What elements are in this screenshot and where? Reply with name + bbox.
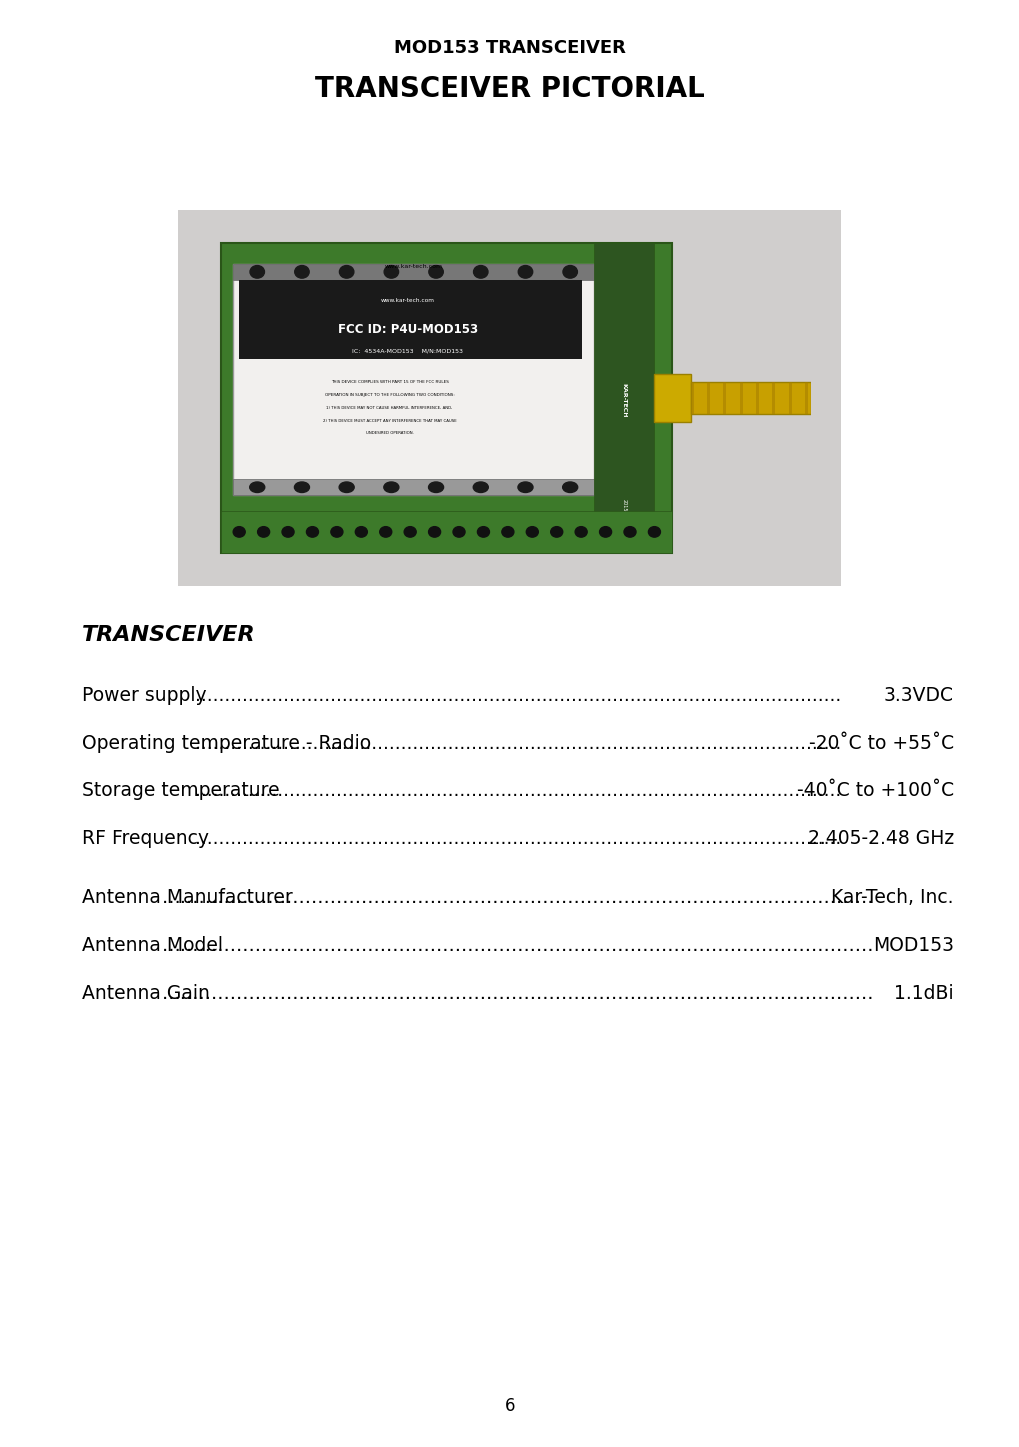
Text: Storage temperature: Storage temperature [82,781,285,800]
Text: IC:  4534A-MOD153    M/N:MOD153: IC: 4534A-MOD153 M/N:MOD153 [352,349,463,353]
Bar [755,382,758,414]
Circle shape [250,266,264,278]
Text: -40˚C to +100˚C: -40˚C to +100˚C [796,781,953,800]
Bar [238,279,582,359]
Text: 1.1dBi: 1.1dBi [894,984,953,1003]
Text: www.kar-tech.com: www.kar-tech.com [380,298,434,304]
Ellipse shape [338,482,354,492]
Text: ................................................................................: ........................................… [195,829,841,848]
Text: MOD153 TRANSCEIVER: MOD153 TRANSCEIVER [393,39,626,56]
Circle shape [562,266,577,278]
Text: 1) THIS DEVICE MAY NOT CAUSE HARMFUL INTERFERENCE, AND,: 1) THIS DEVICE MAY NOT CAUSE HARMFUL INT… [326,407,452,411]
Bar [771,382,774,414]
Circle shape [575,527,587,537]
Ellipse shape [473,482,488,492]
Circle shape [473,266,487,278]
Text: ……………………………………………………………………………………………………: …………………………………………………………………………………………………… [162,936,873,955]
Circle shape [648,527,660,537]
Text: MOD153: MOD153 [872,936,953,955]
Text: THIS DEVICE COMPLIES WITH PART 15 OF THE FCC RULES: THIS DEVICE COMPLIES WITH PART 15 OF THE… [330,381,448,383]
Ellipse shape [518,482,533,492]
Bar [804,382,807,414]
Circle shape [294,266,309,278]
Text: ……………………………………………………………………………………………………: …………………………………………………………………………………………………… [162,888,873,907]
Circle shape [339,266,354,278]
Circle shape [306,527,318,537]
Bar [690,382,810,414]
Text: Power supply: Power supply [82,686,212,705]
Circle shape [526,527,538,537]
Circle shape [518,266,532,278]
Circle shape [599,527,611,537]
Text: TRANSCEIVER: TRANSCEIVER [82,625,255,645]
Bar [178,210,841,586]
Bar [654,375,690,421]
Text: 3.3VDC: 3.3VDC [882,686,953,705]
Text: Operating temperature - Radio: Operating temperature - Radio [82,734,370,752]
Text: Kar-Tech, Inc.: Kar-Tech, Inc. [830,888,953,907]
Ellipse shape [428,482,443,492]
Circle shape [550,527,562,537]
Bar [233,263,594,279]
Circle shape [624,527,636,537]
Circle shape [452,527,465,537]
Text: OPERATION IN SUBJECT TO THE FOLLOWING TWO CONDITIONS:: OPERATION IN SUBJECT TO THE FOLLOWING TW… [324,394,454,398]
Circle shape [281,527,293,537]
Text: 2015: 2015 [622,499,627,512]
Circle shape [233,527,245,537]
Circle shape [379,527,391,537]
Circle shape [428,527,440,537]
Text: UNDESIRED OPERATION.: UNDESIRED OPERATION. [366,431,413,434]
Circle shape [501,527,514,537]
Text: RF Frequency: RF Frequency [82,829,214,848]
Bar [221,511,672,553]
Ellipse shape [383,482,398,492]
Text: ................................................................................: ........................................… [195,686,841,705]
Bar [706,382,709,414]
Ellipse shape [250,482,265,492]
Bar [690,382,693,414]
Circle shape [404,527,416,537]
Circle shape [477,527,489,537]
Text: ……………………………………………………………………………………………………: …………………………………………………………………………………………………… [162,984,873,1003]
Text: 2.405-2.48 GHz: 2.405-2.48 GHz [807,829,953,848]
Bar [233,479,594,495]
Bar [221,243,672,553]
Text: ................................................................................: ........................................… [195,781,841,800]
Text: KAR-TECH: KAR-TECH [622,383,627,418]
Text: ................................................................................: ........................................… [195,734,841,752]
Bar [722,382,726,414]
Text: Antenna Manufacturer: Antenna Manufacturer [82,888,299,907]
Text: www.kar-tech.com: www.kar-tech.com [384,265,442,269]
Text: FCC ID: P4U-MOD153: FCC ID: P4U-MOD153 [337,323,477,336]
Bar [594,243,654,553]
Text: 2) THIS DEVICE MUST ACCEPT ANY INTERFERENCE THAT MAY CAUSE: 2) THIS DEVICE MUST ACCEPT ANY INTERFERE… [322,418,457,423]
Ellipse shape [294,482,309,492]
Text: -20˚C to +55˚C: -20˚C to +55˚C [808,734,953,752]
Ellipse shape [562,482,577,492]
Text: TRANSCEIVER PICTORIAL: TRANSCEIVER PICTORIAL [315,75,704,103]
Circle shape [355,527,367,537]
Text: 6: 6 [504,1398,515,1415]
Bar [788,382,791,414]
Circle shape [330,527,342,537]
Circle shape [258,527,269,537]
Circle shape [384,266,398,278]
Bar [739,382,742,414]
Bar [233,263,594,495]
Circle shape [428,266,443,278]
Text: Antenna Model: Antenna Model [82,936,222,955]
Text: Antenna Gain: Antenna Gain [82,984,209,1003]
